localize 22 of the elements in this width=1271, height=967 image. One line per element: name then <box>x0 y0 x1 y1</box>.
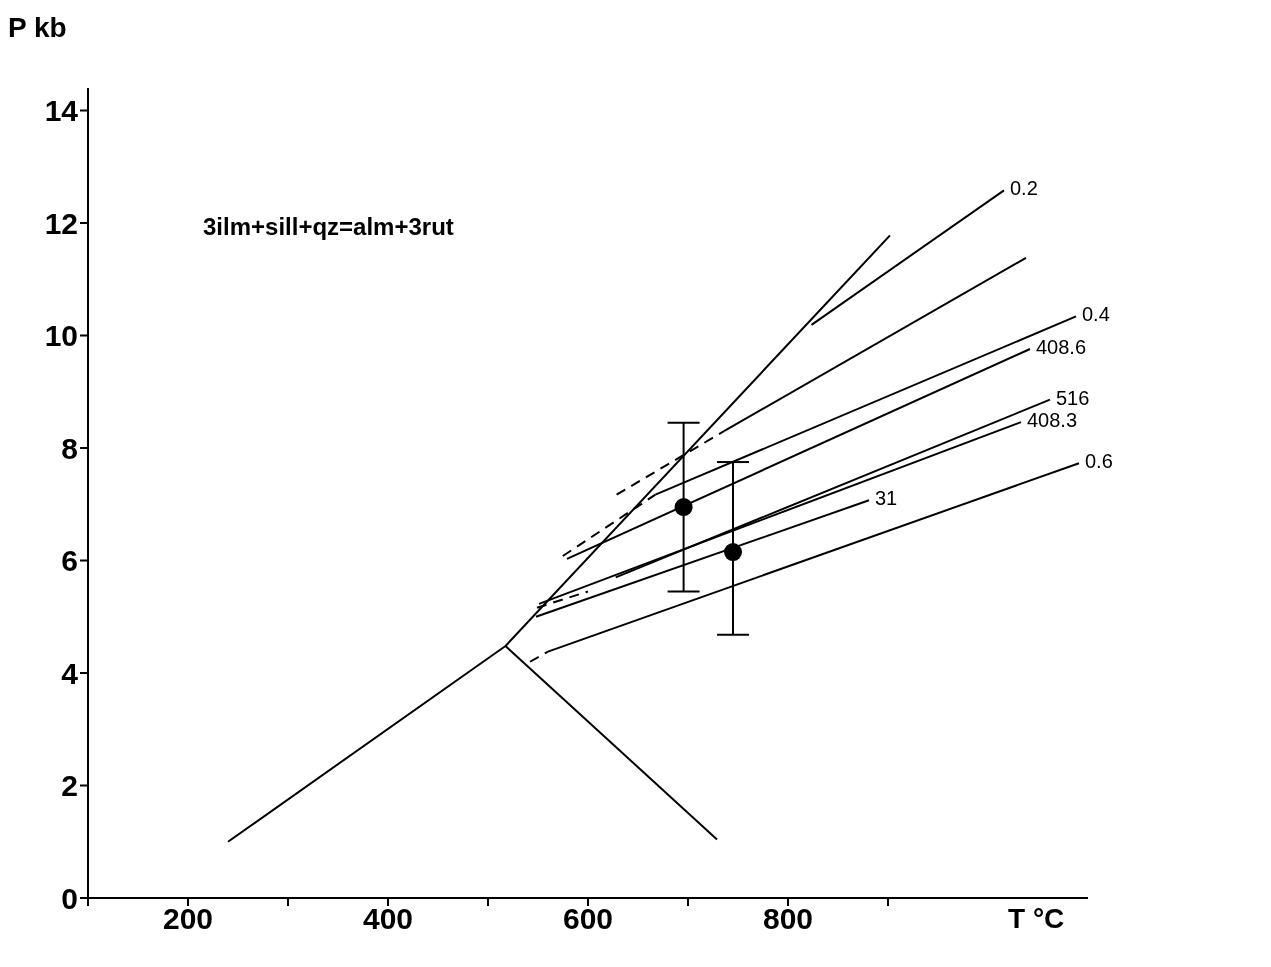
series-label: 0.6 <box>1085 450 1113 473</box>
y-tick-label: 4 <box>61 656 79 690</box>
x-tick-label: 200 <box>162 902 214 936</box>
series-label: 31 <box>875 487 898 510</box>
series-label: 0.2 <box>1010 177 1038 200</box>
series-label: 0.4 <box>1082 303 1110 326</box>
x-tick-label: 400 <box>362 902 414 936</box>
y-tick-label: 6 <box>61 544 78 578</box>
y-tick-label: 8 <box>61 431 78 465</box>
y-tick-label: 2 <box>61 769 78 803</box>
series-label: 408.6 <box>1036 336 1087 358</box>
x-tick-label: 800 <box>762 902 814 936</box>
series-label: 408.3 <box>1027 409 1078 432</box>
y-axis-title: P kb <box>8 12 67 44</box>
x-axis-title: T °C <box>1008 903 1065 935</box>
y-tick-label: 12 <box>44 206 78 240</box>
y-tick-label: 10 <box>44 319 78 353</box>
y-tick-label: 14 <box>44 94 79 128</box>
y-tick-label: 0 <box>61 881 78 915</box>
x-tick-label: 600 <box>562 902 614 936</box>
annotation: 3ilm+sill+qz=alm+3rut <box>203 213 454 241</box>
series-label: 516 <box>1056 386 1090 409</box>
